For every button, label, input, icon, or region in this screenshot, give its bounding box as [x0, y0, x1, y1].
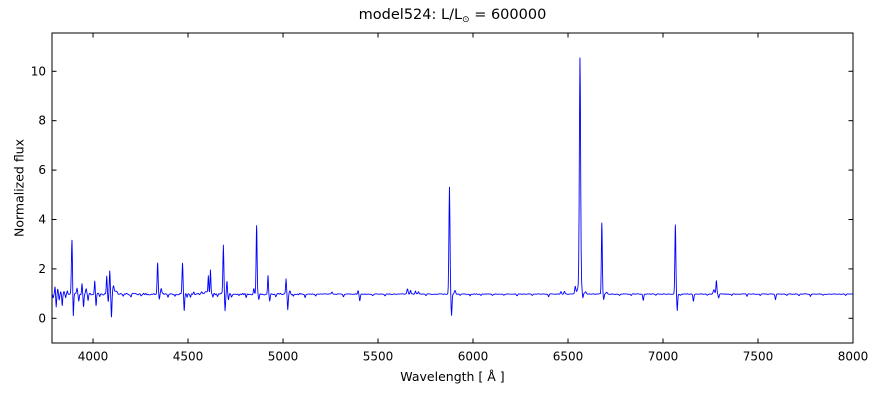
x-tick-label: 6000	[458, 350, 489, 364]
x-tick-label: 8000	[838, 350, 869, 364]
plot-frame	[51, 32, 854, 344]
y-tick-label: 8	[38, 114, 46, 128]
axis-tick-labels: 4000 4500 5000 5500 6000 6500 7000 7500 8000 0 2 4 6…	[31, 64, 869, 363]
x-tick-label: 6500	[553, 350, 584, 364]
x-tick-label: 4000	[78, 350, 109, 364]
y-tick-label: 2	[38, 262, 46, 276]
x-tick-label: 7000	[648, 350, 679, 364]
y-tick-label: 0	[38, 311, 46, 325]
y-tick-label: 6	[38, 163, 46, 177]
title-value: = 600000	[469, 7, 547, 23]
y-tick-label: 4	[38, 212, 46, 226]
x-tick-label: 5000	[268, 350, 299, 364]
sun-symbol-subscript: ⊙	[462, 15, 470, 25]
y-axis-label: Normalized flux	[11, 138, 27, 238]
x-tick-label: 7500	[743, 350, 774, 364]
title-text: model524: L/L	[358, 7, 463, 23]
plot-title: model524: L/L⊙ = 600000	[52, 7, 853, 25]
y-tick-label: 10	[31, 64, 46, 78]
spectrum-line	[52, 57, 853, 318]
x-tick-label: 4500	[173, 350, 204, 364]
x-tick-label: 5500	[363, 350, 394, 364]
x-axis-label: Wavelength [ Å ]	[400, 369, 505, 384]
